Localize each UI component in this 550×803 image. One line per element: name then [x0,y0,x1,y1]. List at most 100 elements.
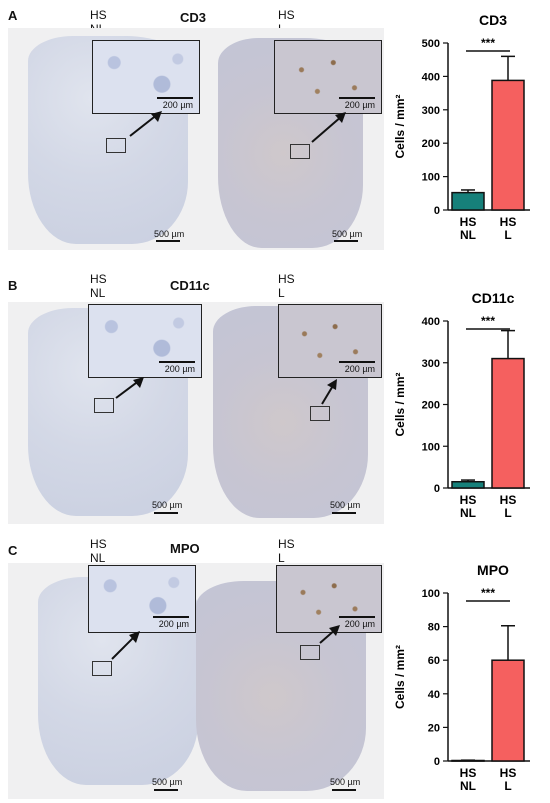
region-box-l [310,406,330,421]
condition-label-nl: HS NL [90,272,107,300]
region-box-l [300,645,320,660]
y-tick-label: 40 [428,689,440,701]
scale-label-l: 500 µm [330,777,361,787]
y-tick-label: 0 [434,205,440,217]
inset-scale-label: 200 µm [162,100,193,110]
stain-label: CD11c [170,278,210,293]
scale-label-nl: 500 µm [152,500,183,510]
inset-scale-bar [339,616,375,618]
scale-label-l: 500 µm [332,229,363,239]
panel-label: B [8,278,18,293]
scale-bar-nl [154,512,178,514]
x-tick-label: L [504,779,511,793]
bar [491,79,525,211]
x-tick-label: L [504,506,511,520]
panel-label: A [8,8,18,23]
y-tick-label: 80 [428,622,440,634]
x-tick-label: HS [500,493,517,507]
inset-scale-label: 200 µm [344,364,375,374]
inset-scale-bar [339,97,375,99]
scale-label-l: 500 µm [330,500,361,510]
panel-c: C HS NL MPO HS L 200 µm 200 µm 500 µm 50… [0,535,550,803]
significance-label: *** [481,586,495,600]
x-tick-label: NL [460,506,476,520]
scale-bar-nl [156,240,180,242]
x-tick-label: NL [460,228,476,242]
y-tick-label: 200 [422,138,440,150]
stain-label: MPO [170,541,200,556]
y-tick-label: 100 [422,441,440,453]
y-tick-label: 60 [428,655,440,667]
scale-label-nl: 500 µm [152,777,183,787]
inset-scale-bar [339,361,375,363]
x-tick-label: HS [500,766,517,780]
inset-scale-label: 200 µm [344,619,375,629]
inset-scale-bar [153,616,189,618]
panel-label: C [8,543,18,558]
bar [491,659,525,762]
y-tick-label: 0 [434,756,440,768]
region-box-l [290,144,310,159]
significance-label: *** [481,314,495,328]
y-tick-label: 0 [434,483,440,495]
bar [451,191,485,211]
panel-a: A HS NL CD3 HS L 200 µm 200 µm 500 µm 50… [0,0,550,262]
y-tick-label: 300 [422,358,440,370]
bar [491,357,525,489]
chart-title: MPO [477,562,509,578]
region-box-nl [94,398,114,413]
scale-bar-l [334,240,358,242]
region-box-nl [92,661,112,676]
inset-zoom-nl: 200 µm [92,40,200,114]
x-tick-label: NL [460,779,476,793]
x-tick-label: HS [460,215,477,229]
bar [451,480,485,489]
y-axis-label: Cells / mm² [393,645,407,709]
stain-label: CD3 [180,10,207,25]
inset-zoom-nl: 200 µm [88,304,202,378]
inset-zoom-nl: 200 µm [88,565,196,633]
inset-scale-bar [157,97,193,99]
x-tick-label: HS [500,215,517,229]
chart-title: CD11c [472,290,515,306]
inset-scale-label: 200 µm [164,364,195,374]
inset-scale-bar [159,361,195,363]
arrow-icon [129,111,346,143]
significance-label: *** [481,36,495,50]
y-tick-label: 400 [422,316,440,328]
scale-label-nl: 500 µm [154,229,185,239]
inset-zoom-l: 200 µm [274,40,382,114]
y-tick-label: 100 [422,172,440,184]
chart-title: CD3 [479,12,507,28]
arrow-icon [111,625,340,660]
inset-scale-label: 200 µm [158,619,189,629]
inset-zoom-l: 200 µm [278,304,382,378]
scale-bar-nl [154,789,178,791]
condition-label-nl: HS NL [90,537,107,565]
x-tick-label: HS [460,493,477,507]
arrow-icon [115,377,337,405]
panel-b: B HS NL CD11c HS L 200 µm 200 µm 500 µm … [0,268,550,530]
y-tick-label: 100 [422,588,440,600]
condition-label-l: HS L [278,272,295,300]
y-tick-label: 400 [422,71,440,83]
condition-label-l: HS L [278,537,295,565]
micrograph-area: 200 µm 200 µm 500 µm 500 µm [8,563,384,799]
x-tick-label: HS [460,766,477,780]
micrograph-area: 200 µm 200 µm 500 µm 500 µm [8,302,384,524]
region-box-nl [106,138,126,153]
y-tick-label: 20 [428,722,440,734]
y-axis-label: Cells / mm² [393,94,407,158]
y-tick-label: 500 [422,38,440,50]
bar [451,759,485,762]
micrograph-area: 200 µm 200 µm 500 µm 500 µm [8,28,384,250]
y-tick-label: 200 [422,400,440,412]
scale-bar-l [332,512,356,514]
x-tick-label: L [504,228,511,242]
y-axis-label: Cells / mm² [393,372,407,436]
inset-zoom-l: 200 µm [276,565,382,633]
y-tick-label: 300 [422,105,440,117]
